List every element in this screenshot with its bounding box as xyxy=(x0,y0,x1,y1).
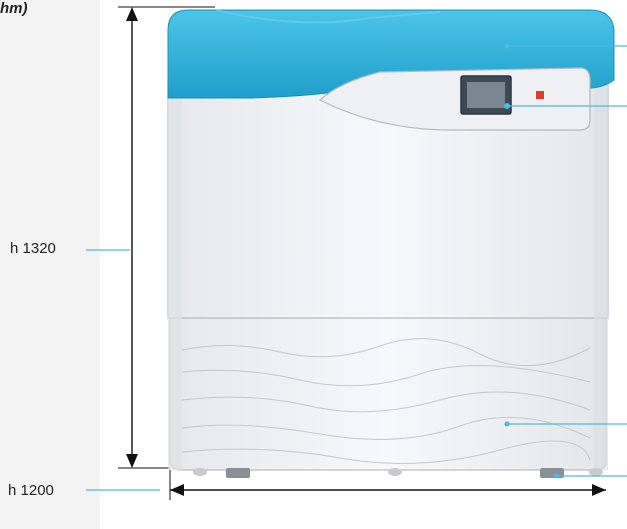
base-dimension-label: h 1200 xyxy=(8,482,54,499)
wave-line xyxy=(181,391,591,413)
foot xyxy=(193,468,207,476)
callout-leaders xyxy=(504,43,627,479)
lid-highlight xyxy=(215,9,441,24)
display-leader-dot xyxy=(504,103,510,109)
cabinet xyxy=(167,79,609,471)
lid-leader-dot xyxy=(504,43,510,49)
wave-line xyxy=(181,440,591,464)
lower-panel xyxy=(169,317,607,471)
feet-leader-dot xyxy=(553,473,559,479)
foot xyxy=(589,468,603,476)
display-glass xyxy=(467,82,505,108)
height-dimension xyxy=(118,6,215,469)
title-fragment: hm) xyxy=(0,0,28,17)
wave-line xyxy=(181,416,591,440)
body-leader-dot xyxy=(504,421,510,427)
height-dimension-label: h 1320 xyxy=(10,240,56,257)
foot xyxy=(388,468,402,476)
left-side-shade xyxy=(168,80,182,470)
wave-line xyxy=(181,338,591,367)
width-dimension xyxy=(169,470,606,500)
foot xyxy=(226,468,250,478)
indicator-light xyxy=(536,91,544,99)
right-side-shade xyxy=(594,80,608,470)
feet xyxy=(193,468,603,478)
side-panel xyxy=(0,0,100,529)
wave-line xyxy=(181,365,591,387)
control-panel xyxy=(318,67,591,131)
